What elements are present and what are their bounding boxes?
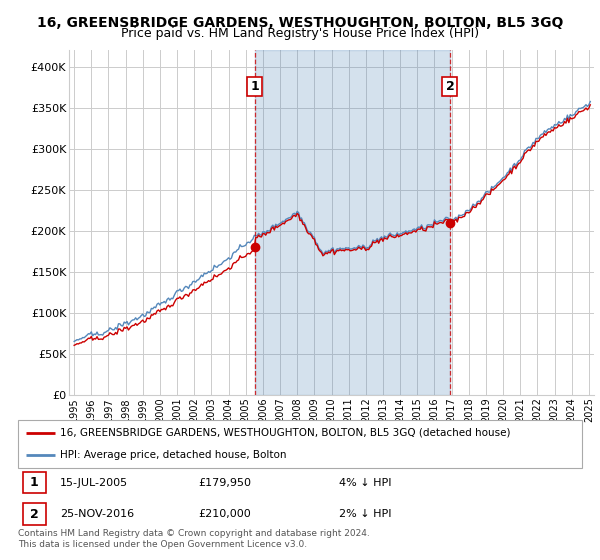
Text: 2: 2 (30, 507, 39, 521)
Text: HPI: Average price, detached house, Bolton: HPI: Average price, detached house, Bolt… (60, 450, 287, 460)
Text: Contains HM Land Registry data © Crown copyright and database right 2024.
This d: Contains HM Land Registry data © Crown c… (18, 529, 370, 549)
FancyBboxPatch shape (23, 503, 46, 525)
FancyBboxPatch shape (23, 472, 46, 493)
Text: £179,950: £179,950 (199, 478, 251, 488)
Text: 1: 1 (251, 80, 259, 93)
Text: 2: 2 (446, 80, 454, 93)
Text: 15-JUL-2005: 15-JUL-2005 (60, 478, 128, 488)
Text: 25-NOV-2016: 25-NOV-2016 (60, 509, 134, 519)
Text: 1: 1 (30, 476, 39, 489)
Text: 4% ↓ HPI: 4% ↓ HPI (340, 478, 392, 488)
Bar (255, 50, 450, 395)
Text: 16, GREENSBRIDGE GARDENS, WESTHOUGHTON, BOLTON, BL5 3GQ (detached house): 16, GREENSBRIDGE GARDENS, WESTHOUGHTON, … (60, 428, 511, 438)
FancyBboxPatch shape (18, 420, 582, 468)
Text: 2% ↓ HPI: 2% ↓ HPI (340, 509, 392, 519)
Text: Price paid vs. HM Land Registry's House Price Index (HPI): Price paid vs. HM Land Registry's House … (121, 27, 479, 40)
Text: 16, GREENSBRIDGE GARDENS, WESTHOUGHTON, BOLTON, BL5 3GQ: 16, GREENSBRIDGE GARDENS, WESTHOUGHTON, … (37, 16, 563, 30)
Text: £210,000: £210,000 (199, 509, 251, 519)
